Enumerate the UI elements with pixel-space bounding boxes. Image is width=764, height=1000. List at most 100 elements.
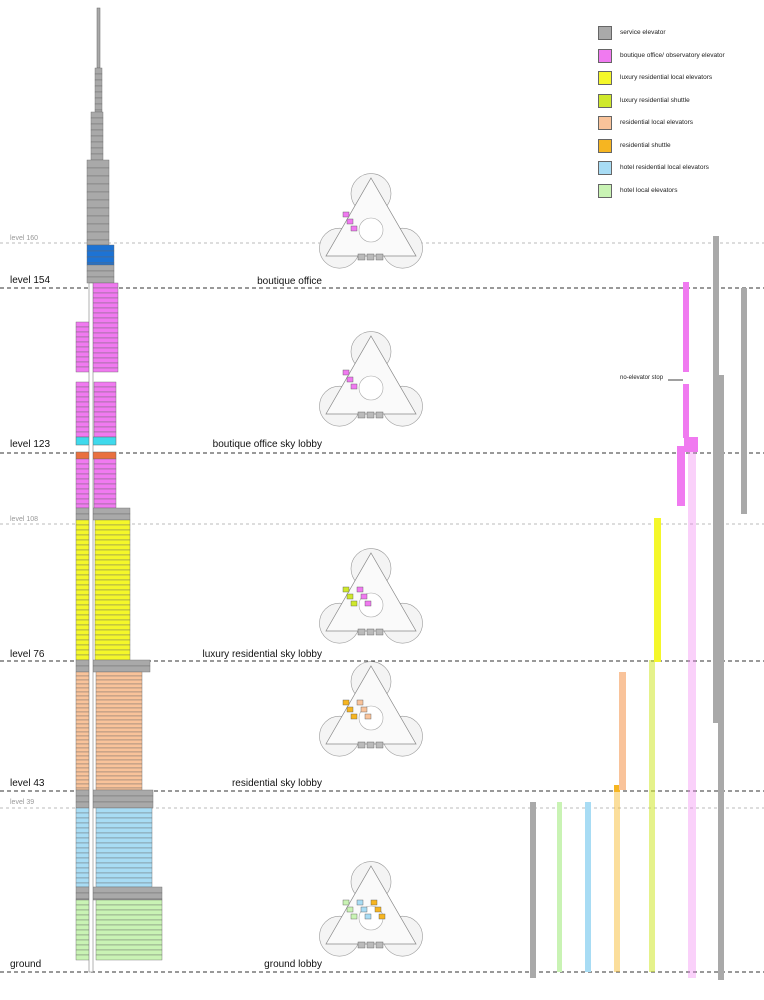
tower-floor-boutique [75,421,91,428]
tower-floor-luxury [94,629,131,636]
tower-floor-boutique [93,386,117,393]
floor-plan-outline [325,665,417,745]
shaft-hotel-local [557,802,562,972]
tower-floor-service [86,167,110,177]
tower-floor-residential [95,711,143,717]
tower-floor-cyan [75,436,117,446]
tower-floor-luxury [75,604,91,611]
floor-plan-elevator [360,906,368,913]
tower-floor-boutique [93,488,117,495]
tower-floor-service [86,159,110,169]
floor-plan-core [358,217,384,243]
shaft-hotel-residential-local [585,802,591,972]
floor-plan-service-car [366,941,375,949]
legend-label: hotel residential local elevators [620,164,709,171]
tower-floor-luxury [94,529,131,536]
tower-floor-boutique [93,416,117,423]
spire-floor [94,103,103,111]
tower-floor-luxury [94,654,131,661]
legend-label: residential shuttle [620,141,671,149]
shaft-residential-local [619,672,626,790]
floor-plan [319,331,423,427]
tower-floor-luxury [94,604,131,611]
spire-floor [94,85,103,93]
tower-floor-luxury [75,649,91,656]
floor-plan-elevator [342,899,350,906]
level-label: level 76 [10,649,45,660]
tower-floor-residential [95,691,143,697]
tower-floor-boutique [75,351,91,358]
lobby-label: luxury residential sky lobby [202,649,323,660]
tower-floor-hotel [95,939,163,946]
tower-floor-residential [95,735,143,741]
tower-floor-boutique [75,493,91,500]
floor-plan-elevator [378,913,386,920]
legend-item-hotel-local: hotel local elevators [598,183,758,207]
legend-item-service: service elevator [598,26,758,49]
tower-floor-orange [75,451,117,460]
spire-floor [90,129,104,137]
spire [96,7,101,69]
tower-floor-service [75,665,151,673]
legend-label: boutique office/ observatory elevator [620,51,725,59]
spire-floor [90,123,104,131]
tower-floor-boutique [93,431,117,438]
floor-plan-service-car [375,628,384,636]
floor-plan-service-car [375,411,384,419]
tower-floor-hotel-residential [95,852,153,859]
legend-swatch [598,138,612,153]
tower-floor-boutique [90,297,119,304]
tower-floor-boutique [75,356,91,363]
tower-floor-boutique [90,352,119,359]
tower-floor-service [86,276,115,284]
tower-floor-residential [95,771,143,777]
tower-floor-luxury [94,599,131,606]
floor-plan-elevator [350,913,358,920]
tower-floor-hotel-residential [95,832,153,839]
floor-plan-service-car [366,411,375,419]
legend-item-luxury-shuttle: luxury residential shuttle [598,93,758,117]
lobby-label: boutique office [257,276,322,287]
tower-floor-hotel-residential [95,877,153,884]
tower-floor-blue [86,262,115,266]
tower-floor-residential [95,715,143,721]
tower-floor-luxury [94,549,131,556]
tower-floor-service [86,175,110,185]
tower-floor-boutique [93,493,117,500]
floor-plan-elevator [350,383,358,390]
tower-floor-service [86,183,110,193]
tower-floor-boutique [93,478,117,485]
floor-plan-elevator [346,906,354,913]
tower-floor-residential [95,719,143,725]
tower-floor-boutique [90,367,119,373]
tower-floor-service [75,507,131,515]
floor-plan-elevator [360,593,368,600]
tower-floor-residential [95,759,143,765]
floor-plan-elevator [356,699,364,706]
tower-floor-luxury [94,579,131,586]
legend-item-residential-shuttle: residential shuttle [598,138,758,162]
shaft-boutique-observatory [688,448,696,978]
spire-floor [94,73,103,81]
tower-floor-luxury [75,569,91,576]
floor-plans [319,173,423,957]
tower-floor-boutique [90,322,119,329]
floor-plan-outline [325,177,417,257]
tower-floor-residential [95,695,143,701]
level-label: level 160 [10,235,39,242]
tower-floor-boutique [75,488,91,495]
tower-floor-boutique [90,287,119,294]
spire-floor [94,79,103,87]
tower-floor-hotel-residential [95,857,153,864]
level-label: ground [10,959,42,970]
tower-floor-luxury [75,589,91,596]
floor-plan-elevator [346,593,354,600]
tower-floor-boutique [75,503,91,509]
level-label: level 154 [10,275,51,286]
tower-floor-boutique [75,366,91,373]
floor-plan-service-car [375,941,384,949]
tower-floor-service [86,215,110,225]
spire-floor [94,67,103,75]
tower-floor-hotel [95,919,163,926]
